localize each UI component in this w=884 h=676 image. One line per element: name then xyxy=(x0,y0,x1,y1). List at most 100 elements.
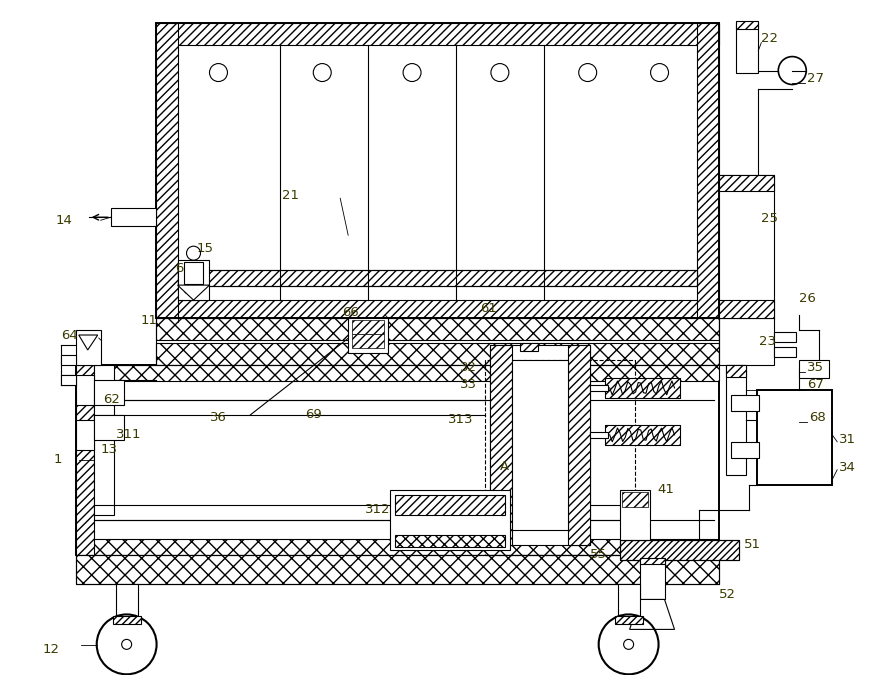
Bar xyxy=(605,425,680,445)
Bar xyxy=(76,420,94,450)
Bar xyxy=(605,425,680,445)
Bar xyxy=(736,23,758,72)
Bar xyxy=(178,270,697,286)
Bar xyxy=(94,415,124,440)
Bar xyxy=(110,208,156,226)
Bar xyxy=(61,355,76,365)
Text: 61: 61 xyxy=(480,301,497,314)
Bar xyxy=(774,347,796,357)
Bar xyxy=(618,585,640,619)
Bar xyxy=(731,442,759,458)
Bar xyxy=(720,300,774,318)
Bar xyxy=(720,175,774,191)
Polygon shape xyxy=(178,285,210,300)
Bar xyxy=(490,345,590,545)
Bar xyxy=(352,334,385,348)
Text: 21: 21 xyxy=(282,189,300,202)
Text: 35: 35 xyxy=(807,362,824,375)
Text: 23: 23 xyxy=(759,335,776,349)
Text: 31: 31 xyxy=(839,433,857,446)
Bar xyxy=(605,378,680,398)
Bar xyxy=(620,489,650,539)
Text: 26: 26 xyxy=(799,291,816,305)
Bar xyxy=(178,270,697,286)
Bar xyxy=(76,365,720,381)
Bar xyxy=(61,375,76,385)
Bar xyxy=(520,343,537,351)
Text: 65: 65 xyxy=(182,284,200,297)
Text: 311: 311 xyxy=(116,429,141,441)
Bar xyxy=(76,365,94,554)
Bar xyxy=(590,385,607,391)
Bar xyxy=(94,365,114,514)
Text: 51: 51 xyxy=(744,538,761,551)
Text: 36: 36 xyxy=(210,411,227,425)
Bar xyxy=(76,375,94,405)
Bar xyxy=(490,345,512,545)
Bar xyxy=(731,395,759,411)
Bar xyxy=(156,300,720,318)
Bar xyxy=(727,365,746,377)
Bar xyxy=(94,505,560,520)
Bar xyxy=(156,23,720,318)
Bar xyxy=(605,378,680,398)
Bar xyxy=(178,260,210,300)
Bar xyxy=(76,365,720,554)
Bar xyxy=(697,23,720,318)
Bar xyxy=(352,320,385,334)
Bar xyxy=(620,539,739,560)
Text: 55: 55 xyxy=(590,548,606,561)
Polygon shape xyxy=(79,335,98,350)
Text: 67: 67 xyxy=(807,379,824,391)
Text: 22: 22 xyxy=(761,32,778,45)
Bar xyxy=(568,345,590,545)
Text: A: A xyxy=(499,460,509,473)
Bar xyxy=(156,318,720,340)
Text: 64: 64 xyxy=(61,329,78,341)
Bar xyxy=(156,23,178,318)
Text: 34: 34 xyxy=(839,461,856,475)
Bar xyxy=(184,262,203,284)
Bar xyxy=(76,554,720,585)
Bar xyxy=(774,332,796,342)
Bar xyxy=(614,617,643,625)
Text: 66: 66 xyxy=(342,306,359,318)
Bar xyxy=(156,340,720,343)
Text: 12: 12 xyxy=(42,643,60,656)
Text: 15: 15 xyxy=(196,242,214,255)
Text: 33: 33 xyxy=(460,379,477,391)
Bar xyxy=(720,318,774,365)
Text: 68: 68 xyxy=(809,411,826,425)
Text: 25: 25 xyxy=(761,212,778,224)
Bar xyxy=(116,585,138,619)
Bar xyxy=(395,495,505,514)
Bar xyxy=(395,535,505,547)
Text: 14: 14 xyxy=(56,214,72,226)
Text: 41: 41 xyxy=(658,483,674,496)
Text: 312: 312 xyxy=(365,503,391,516)
Bar xyxy=(94,380,124,405)
Bar xyxy=(758,390,832,485)
Bar xyxy=(76,330,101,365)
Text: 13: 13 xyxy=(101,443,118,456)
Text: 32: 32 xyxy=(460,362,477,375)
Text: 62: 62 xyxy=(103,393,119,406)
Bar xyxy=(720,175,774,320)
Bar xyxy=(621,491,648,506)
Bar xyxy=(485,360,635,554)
Bar xyxy=(620,539,739,560)
Text: 63: 63 xyxy=(176,262,193,274)
Bar xyxy=(390,489,510,550)
Bar xyxy=(590,432,607,438)
Bar xyxy=(727,365,746,475)
Bar xyxy=(640,558,665,564)
Bar xyxy=(156,318,720,365)
Bar xyxy=(736,21,758,28)
Text: 69: 69 xyxy=(305,408,322,421)
Text: 52: 52 xyxy=(720,588,736,601)
Bar xyxy=(76,539,720,554)
Bar xyxy=(512,360,568,529)
Text: 1: 1 xyxy=(54,453,62,466)
Text: 313: 313 xyxy=(448,413,474,427)
Polygon shape xyxy=(629,600,674,629)
